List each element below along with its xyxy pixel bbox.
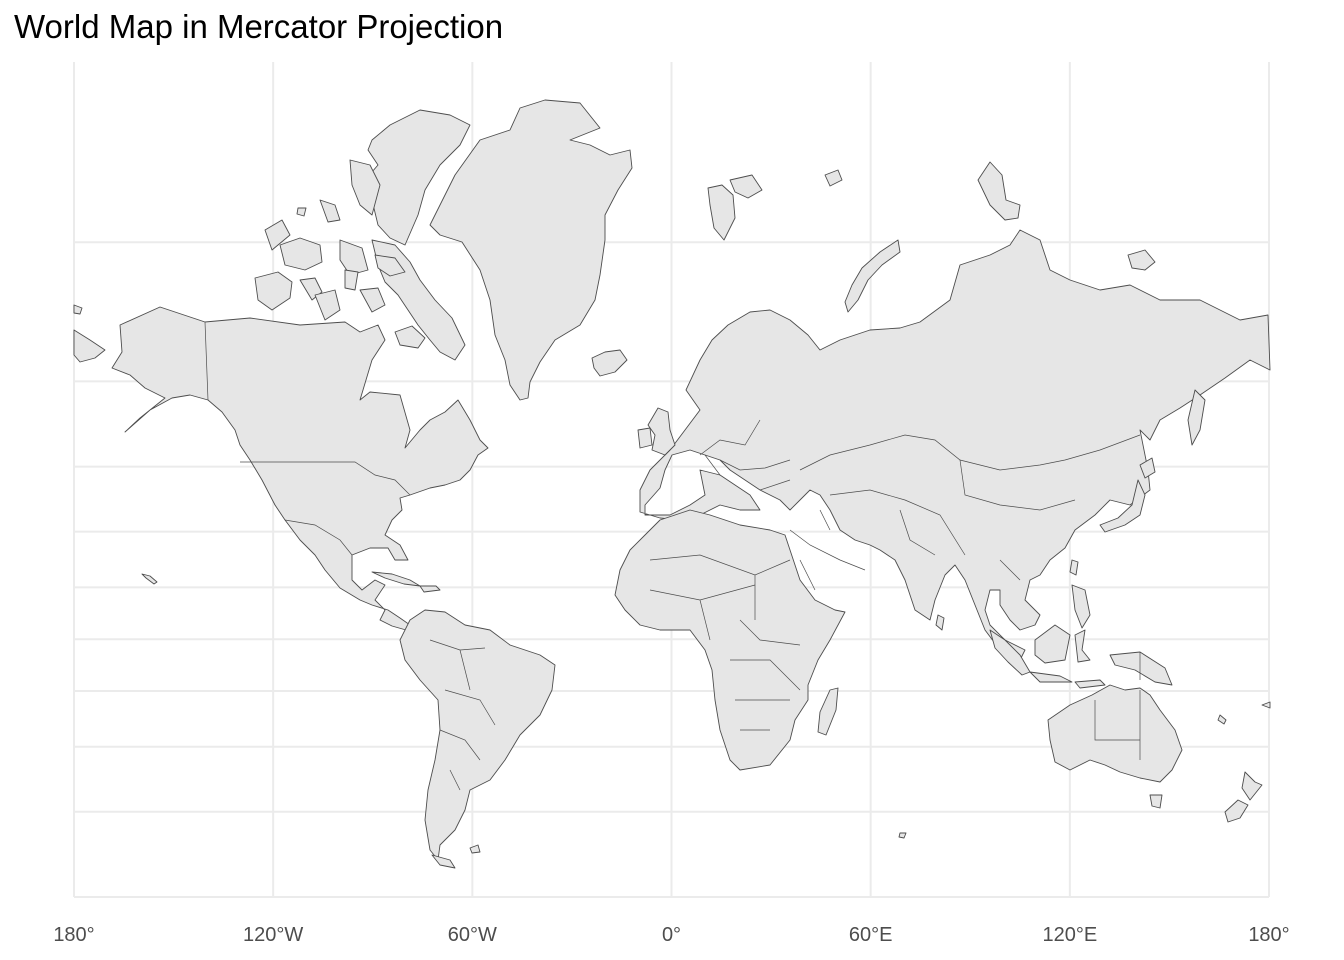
- map-title: World Map in Mercator Projection: [14, 8, 504, 45]
- hawaii: [141, 573, 158, 585]
- greenland: [429, 99, 633, 401]
- landmasses: [73, 99, 1271, 869]
- australia: [1047, 684, 1183, 783]
- svalbard: [707, 184, 736, 241]
- sulawesi: [1074, 629, 1091, 663]
- tierra-del-fuego: [431, 854, 456, 869]
- svalbard-east: [729, 174, 763, 199]
- st-lawrence-island: [73, 304, 83, 315]
- southampton-island: [394, 325, 426, 349]
- fiji: [1261, 701, 1271, 709]
- new-zealand-north: [1241, 771, 1263, 801]
- tasmania: [1149, 794, 1163, 809]
- taiwan: [1069, 559, 1079, 576]
- sumatra: [989, 629, 1031, 676]
- devon-island: [349, 159, 381, 216]
- north-america: [111, 306, 489, 631]
- arctic-isle-e: [344, 269, 359, 291]
- asia-borders: [829, 459, 1076, 581]
- australia-borders: [1094, 690, 1141, 760]
- usa-mexico-border: [284, 519, 353, 556]
- new-zealand-south: [1224, 799, 1249, 823]
- middle-east-borders: [789, 509, 866, 591]
- madagascar: [817, 687, 839, 736]
- philippines: [1071, 584, 1091, 629]
- japan: [1099, 479, 1146, 533]
- somerset-island: [374, 254, 406, 277]
- arctic-isle-d: [314, 289, 341, 321]
- africa: [614, 509, 846, 771]
- x-tick-label: 180°: [53, 924, 94, 946]
- sakhalin: [1187, 389, 1206, 446]
- new-caledonia: [1217, 714, 1227, 725]
- x-tick-label: 120°W: [243, 924, 303, 946]
- franz-josef: [824, 169, 843, 187]
- x-tick-label: 60°E: [849, 924, 893, 946]
- java: [1029, 671, 1073, 683]
- x-tick-label: 180°: [1248, 924, 1289, 946]
- x-tick-label: 0°: [662, 924, 681, 946]
- kerguelen: [898, 832, 907, 839]
- new-guinea: [1109, 651, 1173, 686]
- south-america-borders: [429, 639, 496, 791]
- victoria-island: [279, 237, 323, 271]
- canada-usa-border: [204, 321, 411, 496]
- x-tick-label: 60°W: [448, 924, 497, 946]
- falklands: [469, 844, 481, 854]
- melville-island: [319, 199, 341, 223]
- lesser-sundas: [1074, 679, 1106, 689]
- borneo: [1034, 624, 1071, 664]
- ireland: [637, 427, 653, 449]
- africa-borders: [649, 554, 801, 731]
- arctic-isle-a: [296, 207, 307, 217]
- new-siberian-islands: [1127, 249, 1156, 271]
- prince-of-wales-island: [339, 239, 369, 276]
- europe-borders: [699, 419, 791, 491]
- south-america: [399, 609, 556, 861]
- arctic-isle-f: [359, 287, 386, 313]
- arctic-isle-b: [254, 271, 293, 311]
- severnaya-zemlya: [977, 161, 1021, 221]
- iceland: [591, 349, 628, 377]
- x-tick-label: 120°E: [1042, 924, 1097, 946]
- sri-lanka: [935, 614, 945, 631]
- chukotka-west: [73, 329, 106, 363]
- hispaniola: [419, 585, 441, 593]
- hokkaido: [1139, 457, 1156, 479]
- x-axis-tick-labels: 180° 120°W 60°W 0° 60°E 120°E 180°: [53, 924, 1289, 946]
- banks-island: [264, 219, 291, 251]
- novaya-zemlya: [844, 239, 901, 313]
